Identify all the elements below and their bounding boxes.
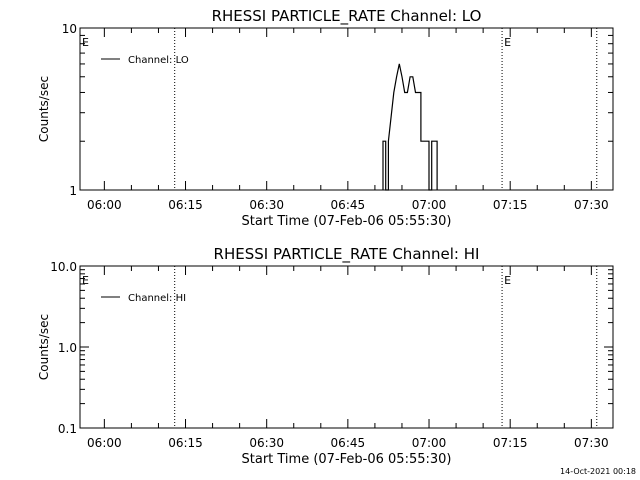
x-tick-label: 06:15 xyxy=(168,436,203,450)
legend-entry: Channel: HI xyxy=(128,293,186,304)
x-tick-label: 07:15 xyxy=(493,436,528,450)
x-tick-label: 07:30 xyxy=(574,198,609,212)
y-tick-label: 1.0 xyxy=(58,341,77,355)
marker-label: E xyxy=(504,274,511,287)
x-tick-label: 07:30 xyxy=(574,436,609,450)
chart-title: RHESSI PARTICLE_RATE Channel: LO xyxy=(212,7,482,26)
chart-title: RHESSI PARTICLE_RATE Channel: HI xyxy=(214,245,480,264)
y-tick-label: 1 xyxy=(69,184,77,198)
y-tick-label: 10.0 xyxy=(50,260,77,274)
y-axis-label: Counts/sec xyxy=(37,314,51,380)
marker-label: E xyxy=(504,36,511,49)
x-tick-label: 07:15 xyxy=(493,198,528,212)
legend-entry: Channel: LO xyxy=(128,55,189,66)
footer-timestamp: 14-Oct-2021 00:18 xyxy=(560,467,636,476)
x-tick-label: 06:30 xyxy=(249,198,284,212)
marker-label: E xyxy=(82,36,89,49)
x-axis-label: Start Time (07-Feb-06 05:55:30) xyxy=(242,214,452,229)
x-axis-label: Start Time (07-Feb-06 05:55:30) xyxy=(242,452,452,467)
y-axis-label: Counts/sec xyxy=(37,76,51,142)
x-tick-label: 07:00 xyxy=(412,198,447,212)
lo-channel-panel: RHESSI PARTICLE_RATE Channel: LO Counts/s… xyxy=(37,7,614,229)
y-tick-label: 0.1 xyxy=(58,422,77,436)
series-line xyxy=(382,63,438,191)
x-tick-label: 07:00 xyxy=(412,436,447,450)
x-tick-label: 06:00 xyxy=(87,198,122,212)
x-tick-label: 06:45 xyxy=(331,198,366,212)
hi-channel-panel: RHESSI PARTICLE_RATE Channel: HI Counts/s… xyxy=(37,245,614,467)
y-tick-label: 10 xyxy=(62,22,77,36)
x-tick-label: 06:15 xyxy=(168,198,203,212)
x-tick-label: 06:30 xyxy=(249,436,284,450)
x-tick-label: 06:45 xyxy=(331,436,366,450)
plot-frame xyxy=(79,27,614,191)
x-tick-label: 06:00 xyxy=(87,436,122,450)
marker-label: E xyxy=(82,274,89,287)
